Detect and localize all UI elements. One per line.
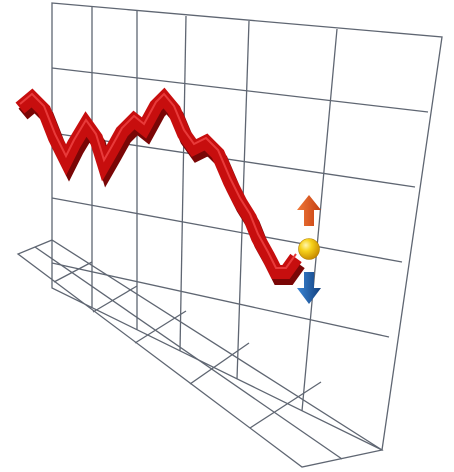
grid-row (51, 197, 403, 263)
grid-row (51, 67, 429, 113)
floor-frame (16, 239, 384, 468)
ribbon-side (18, 93, 305, 285)
grid-row (51, 262, 390, 338)
floor-line (249, 381, 322, 429)
down-arrow-icon (297, 272, 321, 304)
floor-line (134, 310, 187, 344)
floor-line (92, 285, 138, 313)
grid-column (301, 28, 338, 412)
floor-line (34, 246, 343, 460)
indicator-ball-icon (298, 238, 320, 260)
ribbon-highlight (19, 92, 297, 269)
floor-line (53, 261, 93, 283)
grid-column (179, 15, 187, 352)
floor-grid (16, 239, 384, 468)
floor-line (189, 342, 250, 385)
ribbon-line (15, 87, 302, 279)
up-arrow-icon (297, 195, 321, 226)
